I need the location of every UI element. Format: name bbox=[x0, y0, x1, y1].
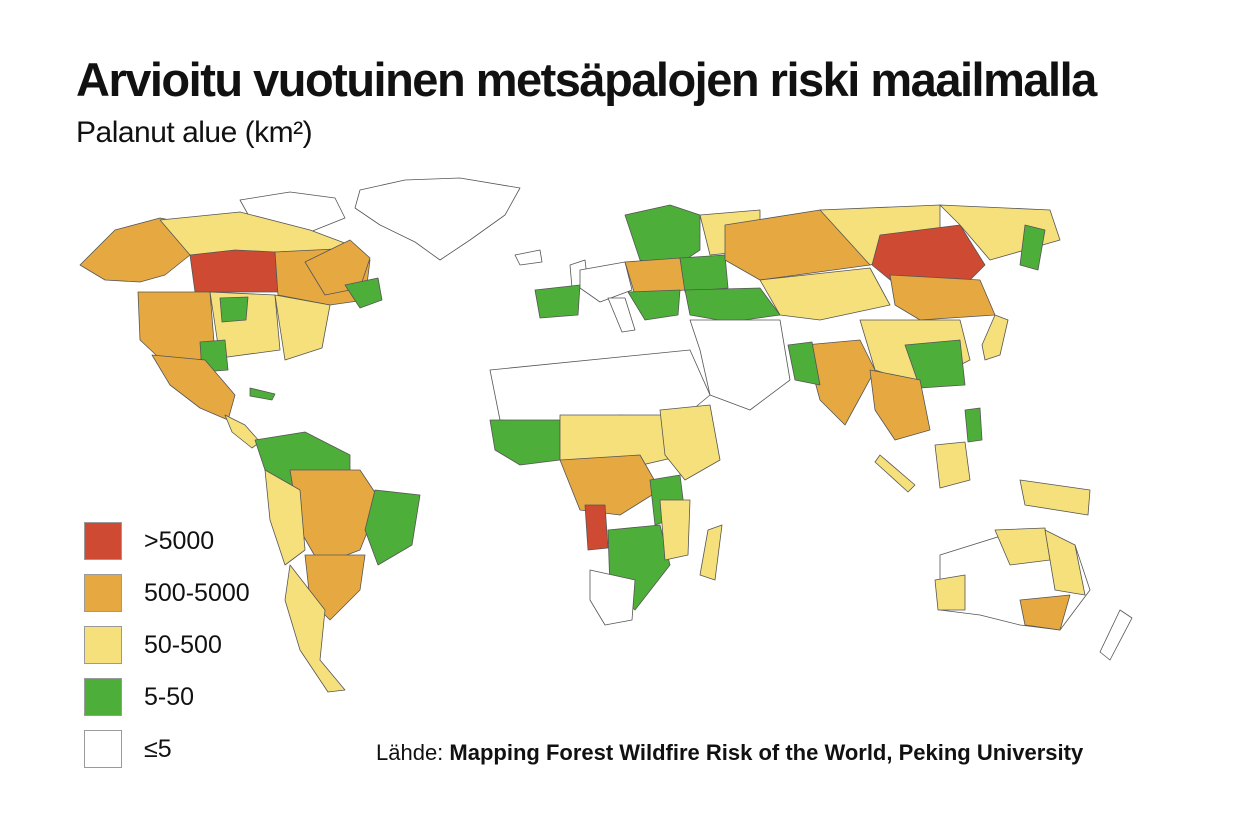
region-central-europe bbox=[624, 257, 686, 296]
region-greenland bbox=[354, 177, 521, 261]
region-brazil-east bbox=[364, 489, 421, 566]
region-central-america bbox=[224, 414, 261, 449]
region-sumatra bbox=[874, 454, 916, 493]
region-us-north-green bbox=[219, 296, 249, 323]
region-new-zealand bbox=[1099, 609, 1133, 661]
legend-swatch bbox=[84, 730, 122, 768]
region-angola bbox=[584, 504, 609, 551]
source-credit: Lähde: Mapping Forest Wildfire Risk of t… bbox=[376, 740, 1083, 766]
region-turkey bbox=[684, 287, 781, 323]
region-iberia bbox=[534, 284, 581, 319]
region-andes bbox=[264, 469, 306, 566]
region-east-africa bbox=[659, 404, 721, 481]
legend-swatch bbox=[84, 678, 122, 716]
region-australia-west bbox=[934, 574, 966, 611]
legend-label: 500-5000 bbox=[144, 578, 250, 607]
legend-swatch bbox=[84, 626, 122, 664]
source-prefix: Lähde: bbox=[376, 740, 450, 765]
legend-swatch bbox=[84, 574, 122, 612]
region-italy bbox=[607, 297, 636, 333]
region-quebec bbox=[304, 239, 371, 296]
region-india bbox=[804, 339, 876, 426]
legend-item-5-50: 5-50 bbox=[84, 678, 250, 716]
world-map bbox=[79, 177, 1133, 693]
region-sahel bbox=[559, 414, 686, 471]
region-mongolia bbox=[889, 274, 996, 321]
source-organization: Mapping Forest Wildfire Risk of the Worl… bbox=[449, 740, 1084, 765]
legend-swatch bbox=[84, 522, 122, 560]
region-australia-east bbox=[1044, 529, 1086, 596]
region-se-asia bbox=[869, 369, 931, 441]
region-east-europe bbox=[679, 254, 729, 293]
legend-item-50-500: 50-500 bbox=[84, 626, 250, 664]
legend-label: 50-500 bbox=[144, 630, 222, 659]
map-legend: >5000 500-5000 50-500 5-50 ≤5 bbox=[84, 522, 250, 782]
region-canada-high bbox=[189, 249, 279, 293]
region-south-africa bbox=[589, 569, 636, 626]
legend-label: >5000 bbox=[144, 526, 215, 555]
region-balkans bbox=[627, 289, 681, 321]
region-us-east bbox=[274, 294, 331, 361]
legend-item-500-5000: 500-5000 bbox=[84, 574, 250, 612]
region-south-china bbox=[904, 339, 966, 389]
region-borneo bbox=[934, 441, 971, 489]
region-new-guinea bbox=[1019, 479, 1091, 516]
region-iceland bbox=[514, 249, 543, 266]
legend-label: 5-50 bbox=[144, 682, 195, 711]
legend-item-under-5: ≤5 bbox=[84, 730, 250, 768]
map-title: Arvioitu vuotuinen metsäpalojen riski ma… bbox=[76, 53, 1097, 106]
region-atlantic-canada bbox=[344, 277, 383, 309]
region-india-west bbox=[787, 341, 821, 386]
region-west-europe bbox=[579, 261, 633, 303]
map-subtitle: Palanut alue (km²) bbox=[76, 116, 313, 149]
region-japan bbox=[981, 314, 1009, 361]
region-middle-east bbox=[689, 319, 791, 411]
region-scandinavia bbox=[624, 204, 701, 271]
region-central-asia bbox=[759, 267, 891, 321]
region-southern-cone bbox=[284, 564, 346, 693]
region-caribbean bbox=[249, 387, 276, 401]
region-mozambique bbox=[659, 499, 691, 561]
region-west-africa bbox=[489, 419, 561, 466]
region-kamchatka bbox=[1019, 224, 1046, 271]
region-central-africa bbox=[559, 454, 661, 516]
region-philippines bbox=[964, 407, 983, 443]
region-australia-southeast bbox=[1019, 594, 1071, 631]
region-madagascar bbox=[699, 524, 723, 581]
legend-item-over-5000: >5000 bbox=[84, 522, 250, 560]
legend-label: ≤5 bbox=[144, 734, 172, 763]
